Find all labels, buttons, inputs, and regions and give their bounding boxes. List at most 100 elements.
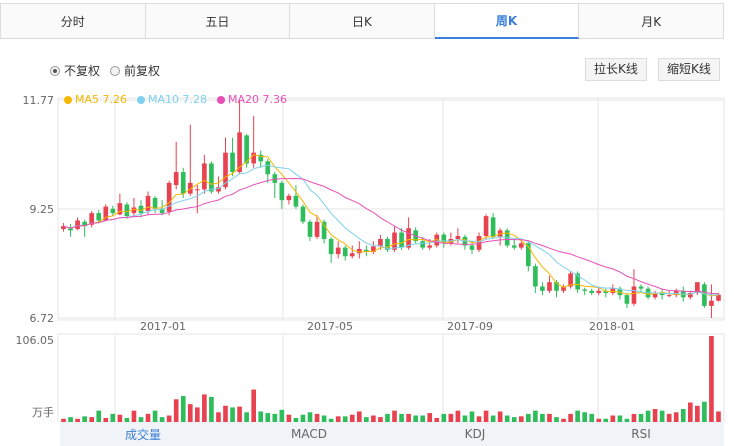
volume-bar: [568, 413, 573, 422]
candle-body: [145, 195, 151, 211]
date-tick-label: 2017-01: [140, 320, 186, 333]
volume-bar: [469, 411, 475, 422]
candle-body: [511, 245, 517, 248]
candle-body: [103, 206, 109, 221]
volume-bar: [434, 417, 440, 422]
zoom-out-button[interactable]: 缩短K线: [658, 58, 720, 81]
tab-five-day[interactable]: 五日: [145, 3, 291, 39]
candle-body: [709, 300, 714, 306]
volume-bar: [349, 414, 355, 422]
volume-max-label: 106.05: [16, 334, 55, 347]
volume-bar: [314, 413, 320, 422]
volume-bar: [511, 417, 517, 422]
price-tick-label: 9.25: [30, 203, 55, 216]
volume-bar: [223, 405, 228, 422]
volume-bar: [237, 406, 242, 422]
volume-bar: [209, 396, 214, 422]
candle-body: [138, 205, 144, 214]
volume-bar: [554, 417, 559, 422]
candle-body: [399, 232, 404, 248]
volume-bar: [75, 418, 80, 422]
tab-macd[interactable]: MACD: [291, 427, 327, 441]
kline-chart: 11.77 9.25 6.72 2017-01 2017-05 2017-09 2018-0…: [16, 94, 725, 422]
radio-forward-adjust[interactable]: 前复权: [110, 62, 160, 79]
ma20-line: [63, 177, 719, 295]
candle-body: [624, 295, 630, 304]
volume-bar: [216, 412, 221, 422]
volume-bar: [716, 411, 721, 422]
candle-body: [61, 226, 66, 230]
volume-bar: [166, 415, 172, 422]
volume-bar: [420, 415, 426, 422]
volume-bar: [610, 415, 616, 422]
volume-bar: [413, 415, 418, 422]
tab-daily-k[interactable]: 日K: [290, 3, 435, 39]
volume-bar: [399, 413, 404, 422]
volume-bar: [195, 407, 200, 422]
volume-panel-frame: [57, 333, 725, 422]
ma5-line: [63, 154, 719, 297]
candle-body: [342, 247, 348, 257]
tab-volume[interactable]: 成交量: [124, 427, 161, 442]
volume-bar: [321, 415, 327, 422]
candle-body: [195, 189, 200, 191]
volume-bar: [286, 414, 292, 422]
price-tick-label: 6.72: [30, 312, 55, 325]
candle-body: [244, 135, 249, 164]
volume-bar: [533, 410, 538, 422]
legend-label: MA5 7.26: [75, 93, 128, 106]
tab-weekly-k[interactable]: 周K: [434, 3, 580, 39]
volume-bar: [180, 396, 186, 422]
candle-body: [659, 292, 665, 296]
candle-body: [666, 295, 672, 297]
volume-bar: [364, 417, 369, 422]
candle-body: [385, 239, 390, 250]
volume-bar: [392, 410, 397, 422]
candle-body: [307, 221, 313, 237]
tab-rsi[interactable]: RSI: [631, 427, 651, 441]
zoom-in-button[interactable]: 拉长K线: [585, 58, 647, 81]
candle-body: [68, 228, 73, 231]
tab-kdj[interactable]: KDJ: [464, 427, 486, 441]
volume-bar: [680, 409, 686, 422]
candle-body: [202, 163, 207, 190]
volume-bar: [455, 410, 461, 422]
date-tick-label: 2018-01: [589, 320, 635, 333]
candle-body: [131, 207, 137, 214]
candle-body: [540, 286, 545, 291]
volume-bar: [441, 413, 447, 422]
candle-body: [293, 195, 299, 207]
candle-body: [547, 282, 552, 291]
candle-body: [469, 245, 475, 250]
volume-bar: [89, 417, 95, 422]
candle-body: [82, 221, 87, 227]
volume-bar: [526, 413, 531, 422]
candle-body: [434, 234, 440, 246]
volume-bar: [476, 416, 482, 422]
candle-body: [230, 152, 235, 173]
volume-bar: [378, 417, 383, 422]
tab-intraday[interactable]: 分时: [0, 3, 146, 39]
candle-body: [166, 182, 172, 212]
volume-bar: [173, 399, 179, 422]
candle-body: [476, 235, 482, 250]
volume-bar: [300, 414, 306, 422]
tab-monthly-k[interactable]: 月K: [579, 3, 724, 39]
volume-bar: [152, 410, 158, 422]
candle-body: [237, 132, 242, 173]
candle-body: [356, 248, 362, 254]
volume-bar: [68, 417, 73, 422]
candle-body: [152, 197, 158, 209]
candle-body: [180, 172, 186, 194]
volume-bar: [371, 415, 376, 422]
volume-bar: [673, 412, 679, 422]
volume-bar: [589, 413, 595, 422]
candle-body: [321, 221, 327, 240]
radio-no-adjust[interactable]: 不复权: [50, 62, 100, 79]
ma-legend: MA5 7.26 MA10 7.28 MA20 7.36: [64, 93, 287, 106]
volume-bar: [504, 415, 510, 422]
volume-bar: [159, 417, 165, 422]
volume-bar: [575, 410, 580, 422]
period-tabs: 分时 五日 日K 周K 月K: [0, 3, 724, 39]
volume-bar: [202, 394, 207, 422]
